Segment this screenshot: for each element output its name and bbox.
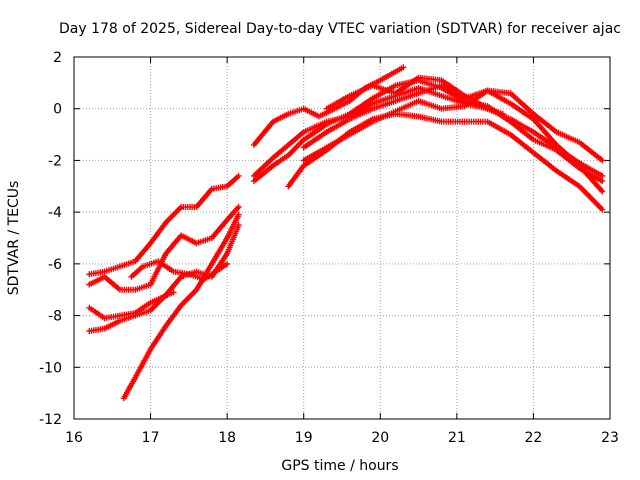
series-markers	[323, 74, 606, 179]
series-markers	[86, 172, 242, 278]
x-tick-label: 22	[525, 430, 543, 446]
data-series	[86, 64, 606, 402]
series-markers	[300, 82, 606, 164]
series-markers	[86, 289, 177, 322]
x-tick-label: 18	[218, 430, 236, 446]
y-tick-label: -12	[39, 412, 62, 428]
series-markers	[128, 258, 231, 283]
x-tick-label: 21	[448, 430, 466, 446]
y-tick-label: -4	[48, 205, 62, 221]
series-track-6	[128, 258, 231, 283]
x-tick-label: 16	[65, 430, 83, 446]
y-tick-label: -10	[39, 360, 62, 376]
axis-ticks: 16 17 18 19 20 21 22 23 -12 -10 -8 -6 -4 -2 0 2	[39, 50, 619, 446]
y-tick-label: -6	[48, 257, 62, 273]
y-tick-label: 2	[53, 50, 62, 66]
y-tick-label: -2	[48, 153, 62, 169]
series-track-13	[323, 74, 606, 179]
x-axis-label: GPS time / hours	[281, 458, 398, 474]
plot-frame	[73, 56, 611, 420]
x-tick-label: 17	[142, 430, 160, 446]
chart-title: Day 178 of 2025, Sidereal Day-to-day VTE…	[59, 21, 621, 37]
y-axis-label: SDTVAR / TECUs	[6, 181, 22, 296]
x-tick-label: 19	[295, 430, 313, 446]
series-track-4	[86, 289, 177, 322]
series-track-11	[300, 82, 606, 164]
x-tick-label: 23	[601, 430, 619, 446]
series-track-1	[86, 172, 242, 278]
x-tick-label: 20	[371, 430, 389, 446]
y-tick-label: -8	[48, 309, 62, 325]
y-tick-label: 0	[53, 102, 62, 118]
